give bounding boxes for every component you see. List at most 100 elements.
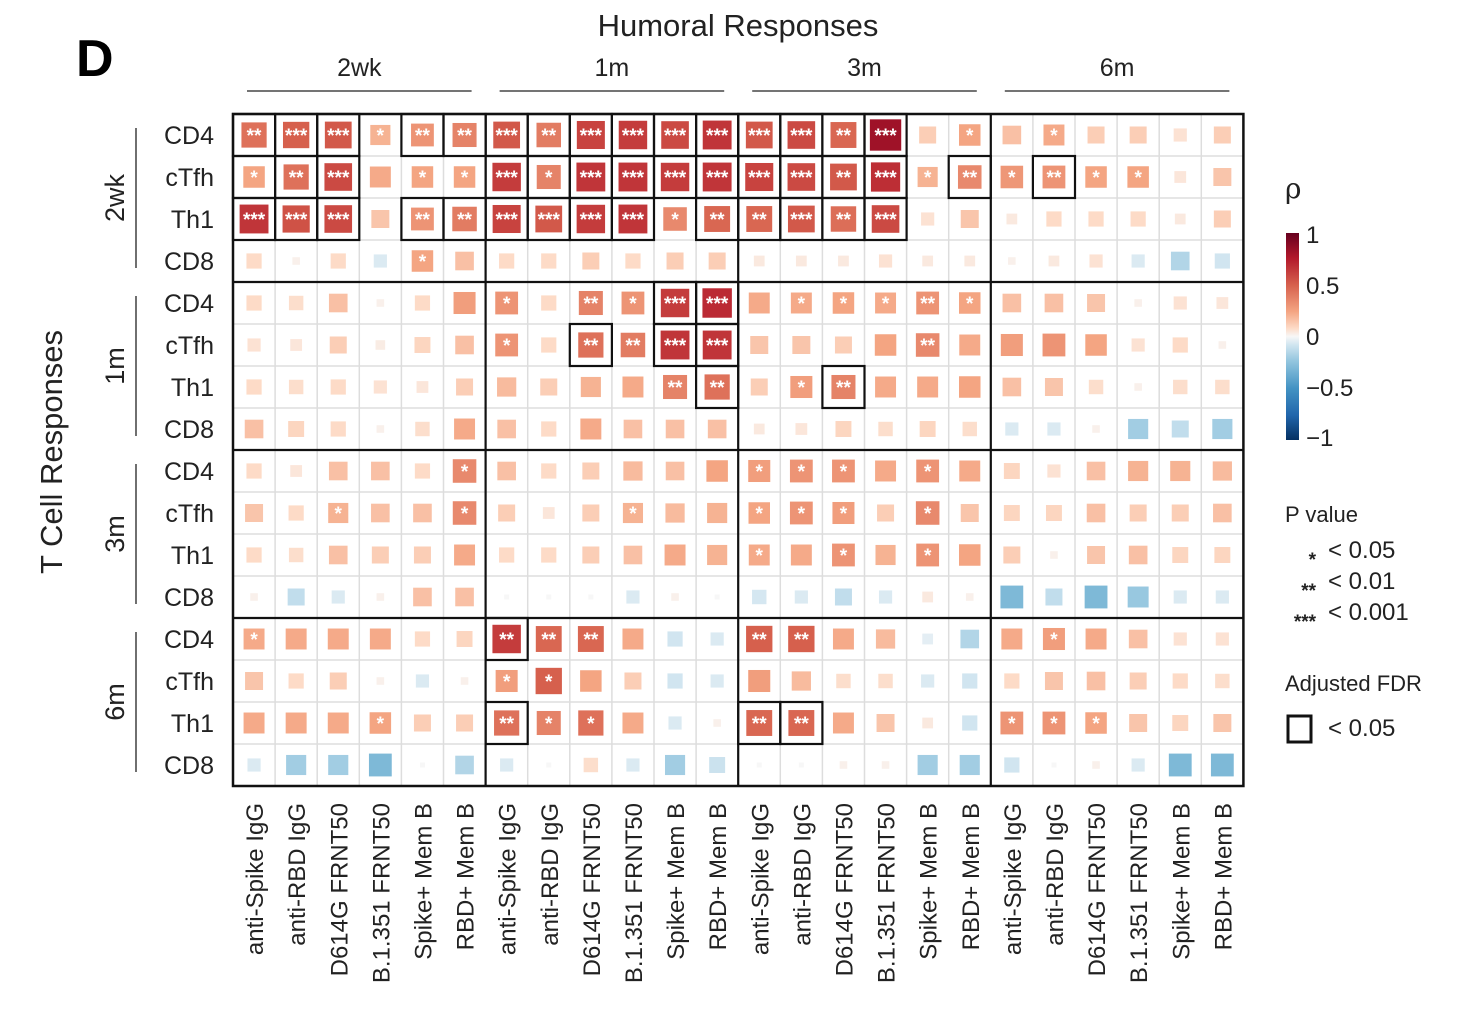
- y-tick-label: cTfh: [165, 500, 214, 528]
- heatmap-cell: [588, 594, 594, 600]
- p-value-legend-items: * < 0.05 ** < 0.01 *** < 0.001: [1294, 537, 1409, 633]
- heatmap-cell: [282, 121, 310, 149]
- heatmap-cell: [618, 162, 648, 192]
- heatmap-cell: [748, 502, 771, 524]
- heatmap-cell: [792, 336, 811, 354]
- y-tick-label: CD8: [164, 416, 214, 444]
- heatmap-cell: [1050, 551, 1058, 559]
- heatmap-cell: [413, 714, 431, 732]
- heatmap-cell: [917, 376, 939, 398]
- significance-stars: *: [503, 294, 511, 315]
- heatmap-cell: [618, 120, 648, 150]
- significance-stars: ***: [580, 126, 603, 147]
- heatmap-cell: [288, 421, 305, 437]
- heatmap-cell: [244, 419, 264, 439]
- heatmap-cell: [787, 121, 816, 149]
- heatmap-cell: [625, 253, 641, 269]
- significance-stars: *: [1092, 714, 1100, 735]
- heatmap-cell: [922, 633, 934, 645]
- y-tick-label: Th1: [171, 542, 214, 570]
- heatmap-cell: [623, 461, 643, 481]
- x-group-label: 1m: [595, 54, 630, 82]
- heatmap-cell: [546, 594, 552, 600]
- heatmap-cell: [1131, 338, 1145, 352]
- colorbar-title: ρ: [1285, 172, 1301, 205]
- heatmap-cell: [965, 593, 974, 601]
- heatmap-cell: [1173, 379, 1188, 395]
- y-tick-label: CD4: [164, 290, 214, 318]
- heatmap-cell: [1172, 673, 1188, 689]
- significance-stars: *: [924, 504, 932, 525]
- heatmap-cell: [456, 631, 473, 647]
- p-value-legend-text: < 0.05: [1328, 537, 1395, 564]
- significance-stars: ***: [580, 168, 603, 189]
- heatmap-cell: [492, 624, 521, 654]
- heatmap-cell: [753, 423, 765, 435]
- heatmap-cell: [1089, 254, 1103, 268]
- heatmap-cell: [290, 339, 303, 351]
- heatmap-cell: [667, 631, 683, 647]
- heatmap-cell: [1216, 297, 1229, 309]
- significance-stars: ***: [538, 210, 561, 231]
- y-group-label: 6m: [100, 683, 130, 721]
- heatmap-cell: [832, 712, 854, 734]
- heatmap-cell: [1000, 711, 1024, 735]
- heatmap-cell: [957, 165, 982, 189]
- heatmap-cell: [871, 205, 900, 233]
- heatmap-cell: [283, 164, 309, 190]
- heatmap-cell: [282, 205, 310, 233]
- heatmap-cell: [288, 673, 304, 689]
- heatmap-cell: [875, 376, 897, 398]
- y-tick-label: CD8: [164, 752, 214, 780]
- heatmap-cell: [922, 717, 934, 729]
- fdr-box: [779, 700, 824, 746]
- heatmap-cell: [1047, 464, 1061, 478]
- heatmap-cell: [1172, 547, 1189, 563]
- heatmap-cell: [959, 334, 981, 356]
- heatmap-cell: [578, 290, 603, 316]
- heatmap-cell: [1173, 128, 1187, 142]
- heatmap-cell: [1042, 333, 1066, 357]
- heatmap-cell: [243, 712, 265, 734]
- significance-stars: *: [1092, 168, 1100, 189]
- significance-stars: *: [798, 462, 806, 483]
- significance-stars: **: [541, 630, 556, 651]
- colorbar-tick-label: 0: [1306, 324, 1319, 351]
- heatmap-cell: [1000, 165, 1024, 189]
- significance-stars: *: [924, 546, 932, 567]
- significance-stars: *: [461, 168, 469, 189]
- heatmap-cell: [454, 418, 476, 440]
- heatmap-cell: [455, 251, 474, 271]
- fdr-box: [821, 364, 866, 410]
- heatmap-cell: [492, 162, 521, 192]
- heatmap-cell: [832, 501, 855, 525]
- heatmap-cell: [1047, 422, 1061, 436]
- heatmap-cell: [373, 380, 387, 394]
- fdr-box: [610, 196, 656, 242]
- heatmap-cell: [876, 714, 895, 732]
- y-tick-labels: CD4 cTfh Th1 CD8 CD4 cTfh Th1 CD8 CD4 cTfh Th1 CD8 C…: [164, 122, 214, 780]
- heatmap-cell: [834, 336, 852, 354]
- significance-stars: ***: [874, 126, 897, 147]
- heatmap-cell: [1045, 505, 1062, 521]
- y-tick-label: CD8: [164, 584, 214, 612]
- significance-stars: *: [629, 504, 637, 525]
- heatmap-cell: [795, 255, 807, 267]
- heatmap-cell: [452, 122, 477, 148]
- fdr-box: [863, 196, 908, 242]
- heatmap-cell: [371, 210, 390, 228]
- heatmap-cell: [660, 330, 690, 360]
- heatmap-cell: [415, 421, 430, 437]
- p-value-legend-text: < 0.001: [1328, 599, 1409, 626]
- colorbar-tick-label: −1: [1306, 425, 1333, 452]
- heatmap-cell: [1088, 211, 1104, 227]
- fdr-legend-box-icon: [1286, 714, 1313, 744]
- fdr-legend-text: < 0.05: [1328, 715, 1395, 742]
- heatmap-cell: [369, 166, 391, 188]
- heatmap-cell: [832, 543, 855, 567]
- significance-stars: ***: [243, 210, 266, 231]
- significance-stars: ***: [327, 168, 350, 189]
- heatmap-cell: [960, 504, 979, 522]
- y-tick-label: cTfh: [165, 164, 214, 192]
- heatmap-cell: [1085, 166, 1107, 188]
